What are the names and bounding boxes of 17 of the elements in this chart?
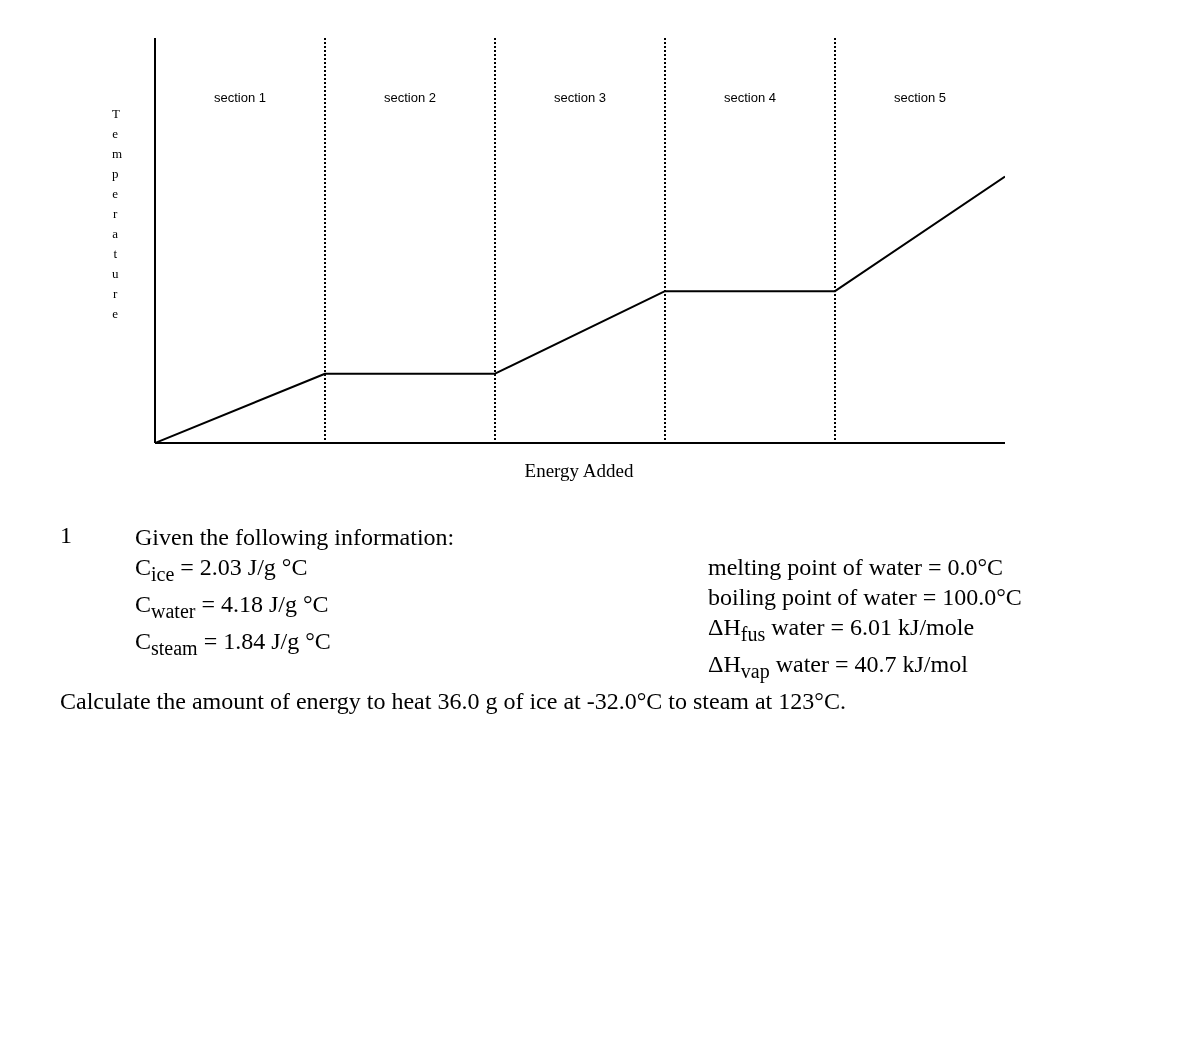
text: boiling point of water = 100.0°C bbox=[708, 583, 1022, 612]
text: melting point of water = 0.0°C bbox=[708, 553, 1005, 582]
text: ΔH$_{vap}$ water = 40.7 kJ/mol bbox=[708, 649, 969, 685]
text: section 3 bbox=[552, 90, 607, 105]
text: section 2 bbox=[382, 90, 437, 105]
x-axis-title: Energy Added bbox=[523, 460, 635, 482]
text: C$_{steam}$ = 1.84 J/g °C bbox=[135, 626, 332, 661]
text: section 5 bbox=[892, 90, 947, 105]
text: Given the following information: bbox=[135, 523, 455, 552]
text: C$_{water}$ = 4.18 J/g °C bbox=[135, 589, 330, 624]
text: ΔH$_{fus}$ water = 6.01 kJ/mole bbox=[708, 613, 976, 647]
text: section 4 bbox=[722, 90, 777, 105]
text: Calculate the amount of energy to heat 36.0 g of ice at -32.0°C to steam at 123°C. bbox=[60, 688, 846, 715]
text: C$_{ice}$ = 2.03 J/g °C bbox=[135, 553, 309, 587]
text: Temperature bbox=[112, 106, 123, 321]
text: section 1 bbox=[212, 90, 267, 105]
text: 1 bbox=[60, 522, 72, 549]
